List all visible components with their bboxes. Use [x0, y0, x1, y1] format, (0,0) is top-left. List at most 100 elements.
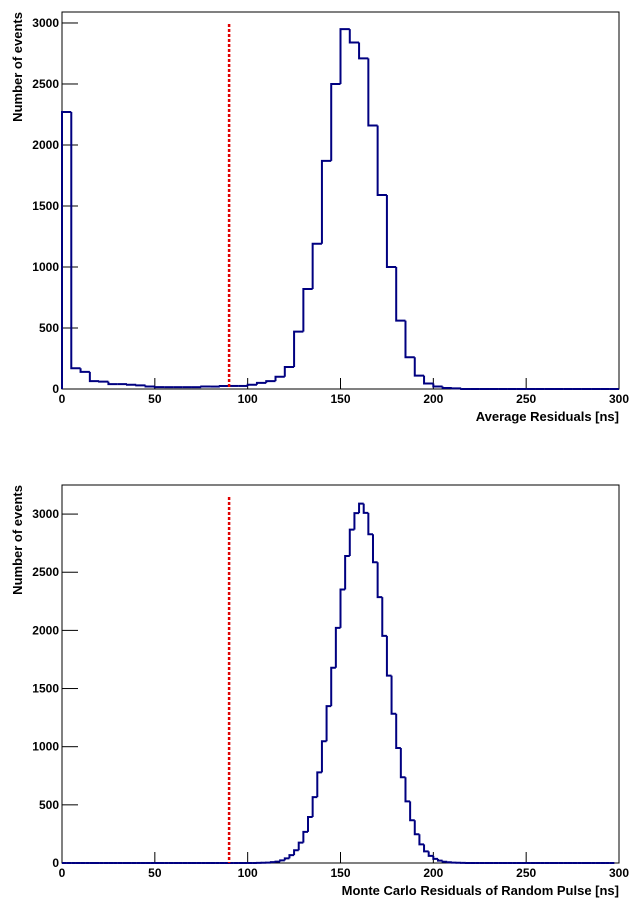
x-tick-label: 200 — [423, 866, 443, 880]
histogram-bin — [390, 675, 397, 715]
y-tick-label: 500 — [39, 321, 59, 335]
histogram-bin — [423, 375, 434, 385]
histogram-bin — [441, 386, 452, 390]
histogram-bin — [376, 125, 387, 197]
histogram-bin — [334, 626, 341, 668]
histogram-bin — [107, 381, 118, 386]
histogram-bin — [293, 849, 299, 856]
histogram-bin — [79, 368, 90, 373]
histogram-bin — [441, 860, 448, 863]
x-tick-label: 300 — [609, 866, 629, 880]
y-tick-label: 2500 — [32, 565, 59, 579]
histogram-bin — [362, 503, 369, 514]
histogram-bin — [436, 858, 443, 862]
histogram-bin — [265, 380, 276, 383]
histogram-bin — [432, 383, 443, 388]
histogram-bin — [311, 242, 322, 289]
histogram-bin — [344, 554, 350, 590]
histogram-bin — [302, 287, 313, 332]
histogram-bin — [371, 534, 378, 564]
histogram-bin — [325, 705, 332, 742]
histogram-bin — [311, 796, 318, 818]
x-tick-label: 50 — [148, 866, 162, 880]
histogram-bin — [339, 28, 350, 84]
y-tick-label: 1500 — [32, 199, 59, 213]
histogram-bin — [376, 562, 383, 599]
x-tick-label: 0 — [59, 392, 66, 406]
histogram-bin — [320, 159, 332, 244]
histogram-bin — [367, 58, 378, 127]
y-tick-label: 1000 — [32, 260, 59, 274]
x-tick-label: 150 — [330, 866, 350, 880]
histogram-bin — [316, 771, 322, 798]
histogram-bin — [153, 386, 165, 389]
histogram-bin — [144, 385, 155, 388]
y-tick-label: 2000 — [32, 138, 59, 152]
x-axis-title: Monte Carlo Residuals of Random Pulse [n… — [342, 883, 619, 898]
histogram-bin — [283, 857, 290, 861]
x-tick-label: 50 — [148, 392, 162, 406]
histogram-bin — [413, 820, 420, 836]
histogram-bin — [348, 29, 360, 44]
histogram-bin — [330, 82, 341, 161]
histogram-bin — [381, 597, 387, 637]
histogram-bin — [409, 801, 415, 822]
histogram-bin — [432, 855, 438, 860]
x-tick-label: 200 — [423, 392, 443, 406]
histogram-bin — [274, 860, 281, 863]
x-tick-label: 150 — [330, 392, 350, 406]
histogram-bin — [358, 42, 369, 60]
histogram-bin — [135, 384, 146, 387]
histogram-bin — [399, 747, 406, 779]
histogram-bin — [330, 666, 336, 707]
histogram-bin — [283, 366, 295, 377]
y-tick-label: 0 — [52, 856, 59, 870]
histogram-bin — [98, 380, 109, 383]
y-axis-title: Number of events — [10, 12, 25, 122]
histogram-bin — [385, 635, 392, 677]
histogram-bin — [353, 512, 360, 530]
x-tick-label: 0 — [59, 866, 66, 880]
histogram-bin — [297, 841, 304, 851]
y-tick-label: 2500 — [32, 77, 59, 91]
x-tick-label: 100 — [238, 866, 258, 880]
histogram-bin — [358, 502, 364, 514]
histogram-bin — [446, 861, 452, 864]
histogram-bin — [288, 854, 295, 859]
histogram-bin — [255, 381, 267, 385]
x-axis-title: Average Residuals [ns] — [476, 409, 619, 424]
x-tick-label: 300 — [609, 392, 629, 406]
histogram-bin — [348, 528, 355, 556]
y-tick-label: 3000 — [32, 507, 59, 521]
histogram-bin — [395, 266, 406, 322]
histogram-bin — [367, 512, 373, 536]
histogram-bin — [413, 357, 425, 377]
y-tick-label: 1000 — [32, 740, 59, 754]
y-tick-label: 2000 — [32, 623, 59, 637]
histogram-bin — [418, 834, 425, 846]
y-tick-label: 500 — [39, 798, 59, 812]
histogram-bin — [279, 859, 285, 862]
histogram-bin — [404, 777, 411, 803]
histogram-bin — [246, 383, 257, 386]
y-tick-label: 3000 — [32, 16, 59, 30]
histogram-bin — [70, 112, 81, 370]
histogram-bin — [302, 830, 309, 843]
histogram-bin — [88, 371, 100, 383]
histogram-bin — [395, 713, 401, 749]
histogram-bin — [427, 851, 434, 857]
histogram-bin — [404, 320, 415, 359]
plot-frame — [61, 484, 620, 864]
y-tick-label: 0 — [52, 382, 59, 396]
histogram-bin — [218, 384, 230, 387]
histogram-bin — [423, 844, 429, 853]
histogram-bin — [460, 388, 471, 390]
x-tick-label: 250 — [516, 392, 536, 406]
histogram-bin — [274, 375, 285, 382]
histogram-bin — [125, 383, 137, 386]
y-axis-title: Number of events — [10, 485, 25, 595]
histogram-bin — [320, 740, 327, 773]
histogram-bin — [293, 330, 304, 368]
y-tick-label: 1500 — [32, 682, 59, 696]
